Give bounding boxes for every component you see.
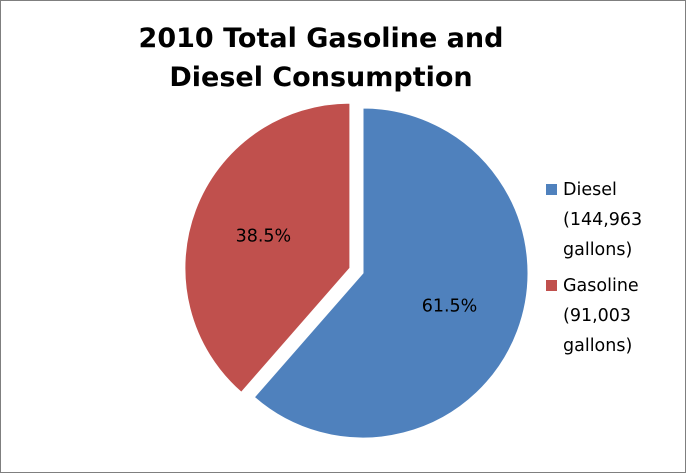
chart-title: 2010 Total Gasoline and Diesel Consumpti… [138, 23, 504, 93]
legend-item-gasoline: Gasoline (91,003 gallons) [546, 271, 676, 361]
slice-label-diesel: 61.5% [422, 296, 478, 316]
legend-label-line: Gasoline [563, 276, 639, 296]
legend-label-line: gallons) [563, 336, 633, 356]
slice-label-gasoline: 38.5% [236, 227, 292, 247]
legend-swatch-gasoline [546, 280, 557, 291]
pie-slice-diesel [253, 107, 529, 439]
pie-slice-gasoline [184, 102, 351, 394]
legend-label-line: gallons) [563, 240, 633, 260]
legend-label-line: Diesel [563, 180, 617, 200]
legend-label-line: (91,003 [563, 306, 632, 326]
chart-legend: Diesel (144,963 gallons) Gasoline (91,00… [546, 175, 676, 367]
legend-label-line: (144,963 [563, 210, 643, 230]
legend-swatch-diesel [546, 184, 557, 195]
legend-item-diesel: Diesel (144,963 gallons) [546, 175, 676, 265]
